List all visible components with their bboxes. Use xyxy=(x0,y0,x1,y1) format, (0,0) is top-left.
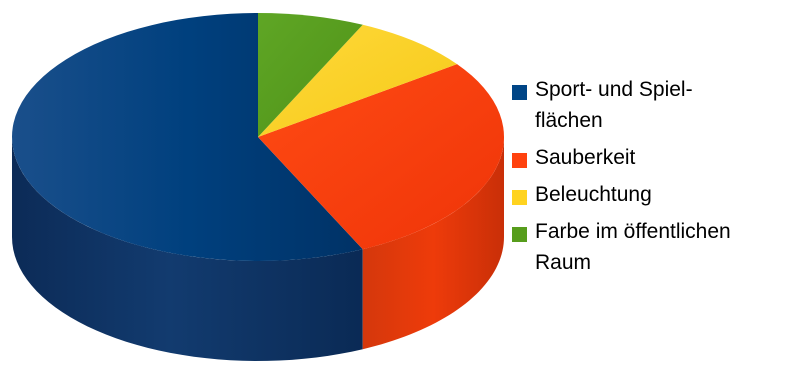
legend-label-farbe-line2: Raum xyxy=(535,251,592,274)
legend-item-beleuchtung: Beleuchtung xyxy=(512,179,782,210)
legend-swatch-beleuchtung xyxy=(512,190,527,205)
legend-item-sport: Sport- und Spiel- flächen xyxy=(512,74,782,136)
pie-slice-farbe xyxy=(258,13,363,137)
pie-top xyxy=(12,13,505,262)
legend-swatch-sport xyxy=(512,85,527,100)
pie-slice-sauberkeit xyxy=(258,64,505,250)
legend-label-sport-line1: Sport- und Spiel- xyxy=(535,78,693,101)
legend-label-farbe-line1: Farbe im öffentlichen xyxy=(535,220,731,243)
legend-label-sport: Sport- und Spiel- flächen xyxy=(535,74,693,136)
pie-side-sauberkeit xyxy=(362,137,504,350)
legend-label-sport-line2: flächen xyxy=(535,109,603,132)
legend-swatch-farbe xyxy=(512,227,527,242)
pie-slice-beleuchtung xyxy=(258,24,458,137)
legend-label-farbe: Farbe im öffentlichen Raum xyxy=(535,216,731,278)
pie-side-sport xyxy=(12,137,363,361)
legend-label-sauberkeit: Sauberkeit xyxy=(535,146,636,169)
pie-slice-sport xyxy=(12,13,363,262)
pie-sides xyxy=(12,137,504,361)
legend: Sport- und Spiel- flächen Sauberkeit Bel… xyxy=(512,74,782,284)
legend-label-beleuchtung: Beleuchtung xyxy=(535,183,652,206)
legend-item-sauberkeit: Sauberkeit xyxy=(512,142,782,173)
legend-item-farbe: Farbe im öffentlichen Raum xyxy=(512,216,782,278)
legend-swatch-sauberkeit xyxy=(512,153,527,168)
